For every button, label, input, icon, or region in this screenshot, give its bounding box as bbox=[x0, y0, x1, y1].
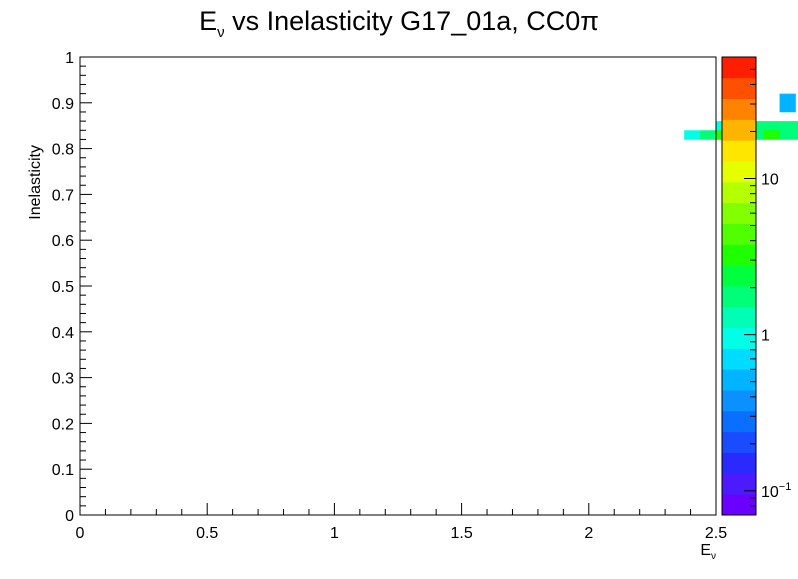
y-axis: 0 0.1 0.2 0.3 0.4 0.5 0.6 0.7 0.8 0.9 1 bbox=[52, 50, 92, 525]
chart-title: Eν vs Inelasticity G17_01a, CC0π bbox=[199, 6, 599, 41]
plot-frame bbox=[80, 57, 716, 515]
color-scale-band bbox=[722, 286, 756, 307]
color-scale-band bbox=[722, 99, 756, 120]
color-scale-band bbox=[722, 224, 756, 245]
x-tick-label: 1.5 bbox=[450, 525, 472, 542]
x-tick-label: 0 bbox=[76, 525, 85, 542]
y-tick-label: 0.4 bbox=[52, 325, 74, 342]
heatmap-cell bbox=[780, 130, 796, 139]
y-tick-label: 0.1 bbox=[52, 462, 74, 479]
y-tick-label: 0.9 bbox=[52, 96, 74, 113]
y-tick-label: 0.6 bbox=[52, 233, 74, 250]
color-scale-band bbox=[722, 390, 756, 411]
x-tick-label: 1 bbox=[330, 525, 339, 542]
color-scale-band bbox=[722, 244, 756, 265]
z-tick-label: 1 bbox=[761, 328, 770, 345]
color-scale-band bbox=[722, 473, 756, 494]
heatmap-cell bbox=[780, 94, 796, 103]
color-scale-band bbox=[722, 140, 756, 161]
y-tick-label: 0.2 bbox=[52, 416, 74, 433]
color-scale-band bbox=[722, 328, 756, 349]
x-tick-label: 2 bbox=[584, 525, 593, 542]
y-tick-label: 0.8 bbox=[52, 142, 74, 159]
color-scale-band bbox=[722, 182, 756, 203]
x-axis: 0 0.5 1 1.5 2 2.5 bbox=[76, 503, 728, 542]
color-scale-band bbox=[722, 161, 756, 182]
color-scale-band bbox=[722, 119, 756, 140]
color-scale-band bbox=[722, 494, 756, 515]
heatmap-cell bbox=[780, 103, 796, 112]
heatmap-cell bbox=[684, 130, 700, 139]
color-scale-band bbox=[722, 432, 756, 453]
color-scale-band bbox=[722, 265, 756, 286]
heatmap-cell bbox=[780, 121, 796, 130]
x-tick-label: 0.5 bbox=[196, 525, 218, 542]
y-tick-label: 0.5 bbox=[52, 279, 74, 296]
color-scale-band bbox=[722, 411, 756, 432]
y-axis-label: Inelasticity bbox=[27, 145, 44, 220]
heatmap-cell bbox=[764, 121, 780, 130]
y-tick-label: 0 bbox=[65, 508, 74, 525]
z-tick-label: 10 bbox=[761, 172, 779, 189]
title-subscript: ν bbox=[217, 24, 225, 41]
y-tick-label: 1 bbox=[65, 50, 74, 67]
color-scale-band bbox=[722, 78, 756, 99]
heatmap-cell bbox=[764, 130, 780, 139]
color-scale-band bbox=[722, 307, 756, 328]
color-scale-bar bbox=[722, 57, 756, 515]
z-tick-label: 10−1 bbox=[761, 481, 791, 501]
x-axis-label: Eν bbox=[700, 542, 716, 562]
heatmap-cell bbox=[700, 130, 716, 139]
color-scale-band bbox=[722, 57, 756, 78]
x-tick-label: 2.5 bbox=[705, 525, 727, 542]
y-tick-label: 0.3 bbox=[52, 371, 74, 388]
y-tick-label: 0.7 bbox=[52, 187, 74, 204]
color-scale-band bbox=[722, 453, 756, 474]
color-scale-band bbox=[722, 369, 756, 390]
